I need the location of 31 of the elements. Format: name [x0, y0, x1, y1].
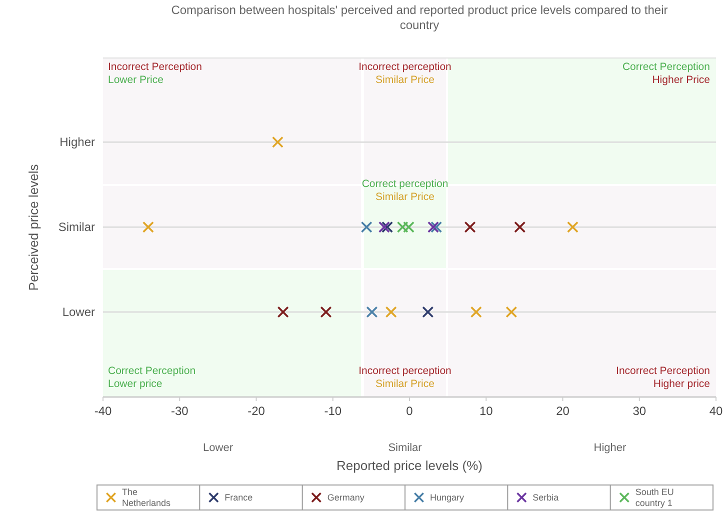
y-tick-label: Lower [62, 305, 95, 320]
annotation: Correct perception Similar Price [362, 178, 448, 203]
x-tick-label: 10 [479, 404, 494, 418]
y-tick-label: Similar [58, 220, 95, 234]
x-tick-label: 20 [556, 404, 570, 418]
legend-label: Serbia [532, 492, 559, 502]
x-tick-label: -10 [324, 404, 342, 418]
x-tick-label: 0 [406, 404, 414, 418]
y-axis-title: Perceived price levels [26, 164, 41, 291]
annotation: Correct Perception Lower price [108, 365, 196, 390]
x-tick-label: -30 [170, 404, 189, 418]
annotation: Incorrect perception Similar Price [358, 61, 452, 86]
x-tick-label: 30 [632, 404, 646, 418]
x-axis-title: Reported price levels (%) [336, 458, 482, 473]
x-tick-label: -40 [94, 404, 112, 418]
legend-label: Hungary [430, 492, 465, 502]
chart-title: Comparison between hospitals' perceived and reported product price levels compared to their country [171, 3, 668, 32]
annotation: Correct Perception Higher Price [622, 61, 710, 86]
x-tick-label: -20 [248, 404, 266, 418]
x-tick-label: 40 [709, 404, 723, 418]
annotation: Incorrect Perception Higher price [616, 365, 710, 390]
annotation: Incorrect perception Similar Price [358, 365, 452, 390]
legend-label: The Netherlands [122, 487, 172, 508]
text: Lower [203, 442, 234, 454]
y-tick-label: Higher [60, 135, 95, 150]
annotation: Incorrect Perception Lower Price [108, 61, 202, 86]
text: Similar [388, 442, 422, 454]
text: Higher [594, 442, 627, 454]
legend-label: South EU country 1 [635, 487, 674, 508]
legend-label: Germany [327, 492, 365, 502]
legend-label: France [224, 492, 253, 502]
